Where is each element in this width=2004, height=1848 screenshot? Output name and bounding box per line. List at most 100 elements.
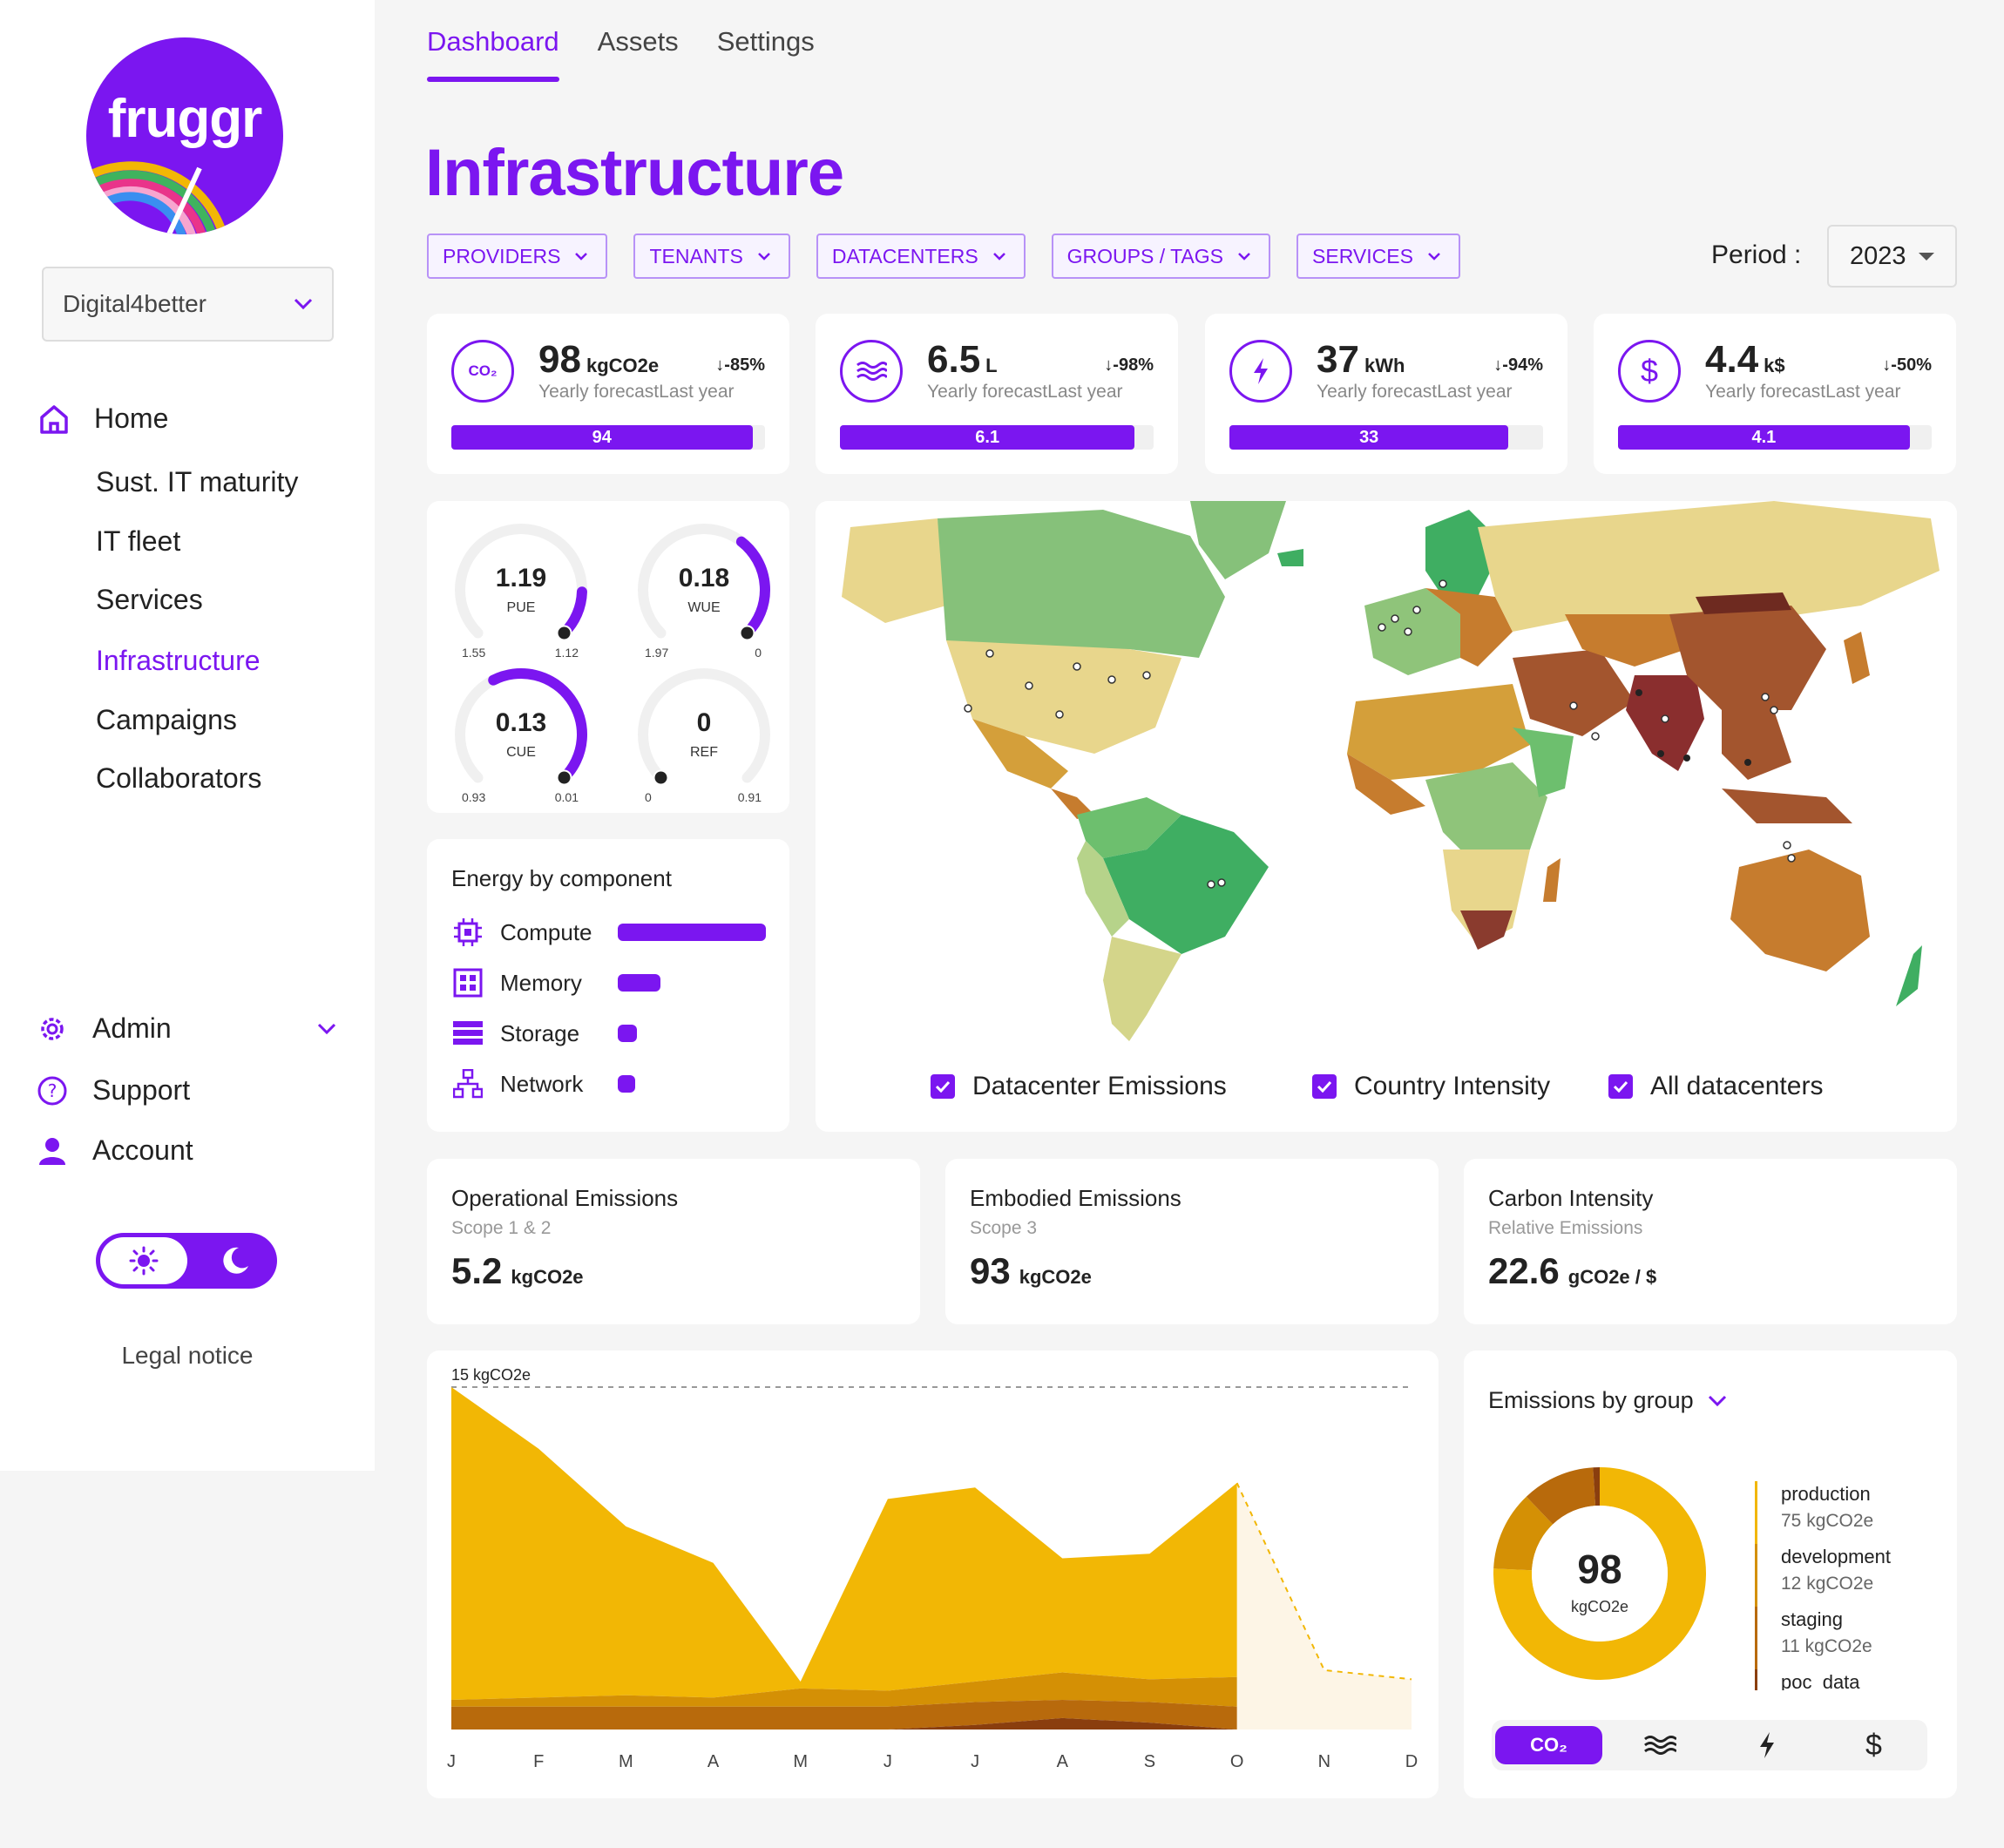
- filter-datacenters[interactable]: DATACENTERS: [816, 234, 1026, 279]
- nav-admin[interactable]: Admin: [41, 1012, 336, 1045]
- gauge-value: 1.19: [495, 564, 547, 592]
- nav-sust-it-maturity[interactable]: Sust. IT maturity: [96, 466, 298, 498]
- network-icon: [451, 1067, 484, 1100]
- legend-datacenter-emissions[interactable]: Datacenter Emissions: [931, 1072, 1227, 1101]
- period-select[interactable]: 2023: [1827, 225, 1957, 288]
- group-legend-item[interactable]: staging 11 kgCO2e: [1755, 1607, 1946, 1669]
- x-tick-label: A: [707, 1752, 720, 1771]
- emissions-by-group-card: Emissions by group 98 kgCO2e production 7…: [1464, 1350, 1957, 1798]
- page-title: Infrastructure: [425, 136, 844, 210]
- filter-providers[interactable]: PROVIDERS: [427, 234, 608, 279]
- group-color-bar: [1755, 1607, 1757, 1669]
- gauge-marker: [556, 625, 572, 641]
- nav-it-fleet[interactable]: IT fleet: [96, 525, 180, 558]
- kpi-value-number: 4.4: [1705, 338, 1759, 381]
- kpi-progress-bar: 4.1: [1618, 425, 1932, 450]
- arrow-down-icon: ↓: [1882, 355, 1892, 375]
- fruggr-logo[interactable]: fruggr: [86, 37, 283, 234]
- theme-toggle[interactable]: [96, 1233, 277, 1289]
- emissions-by-group-selector[interactable]: Emissions by group: [1488, 1387, 1727, 1414]
- chevron-down-icon[interactable]: [317, 1023, 336, 1035]
- filter-groups-tags[interactable]: GROUPS / TAGS: [1051, 234, 1271, 279]
- filter-services-label: SERVICES: [1312, 244, 1413, 267]
- legend-country-intensity[interactable]: Country Intensity: [1312, 1072, 1550, 1101]
- card-title: Operational Emissions: [451, 1185, 679, 1211]
- arrow-down-icon: ↓: [1493, 355, 1503, 375]
- filter-tenants[interactable]: TENANTS: [633, 234, 790, 279]
- world-map[interactable]: [816, 501, 1957, 1041]
- card-value: 22.6 gCO2e / $: [1488, 1250, 1656, 1292]
- gauge-cue: 0.13 CUE 0.93 0.01: [451, 665, 591, 804]
- nav-campaigns[interactable]: Campaigns: [96, 704, 237, 736]
- sidebar: fruggr Digital4better Home Sust. IT matu…: [0, 0, 375, 1471]
- emission-marker: [1635, 689, 1642, 696]
- metric-energy-button[interactable]: [1713, 1720, 1820, 1770]
- checkbox-checked-icon[interactable]: [1608, 1074, 1633, 1099]
- component-label: Network: [500, 1070, 584, 1097]
- gauge-min: 0: [645, 790, 652, 804]
- kpi-last-year-label: Last year: [659, 382, 735, 402]
- gauge-name: WUE: [687, 600, 721, 615]
- metric-co2-button[interactable]: CO₂: [1495, 1726, 1602, 1764]
- nav-infrastructure[interactable]: Infrastructure: [96, 645, 261, 677]
- kpi-unit: L: [985, 355, 998, 376]
- kpi-progress-fill: 94: [451, 425, 753, 450]
- nav-support[interactable]: ? Support: [37, 1074, 191, 1107]
- datacenter-marker: [1591, 732, 1600, 741]
- energy-icon: [1759, 1732, 1774, 1758]
- group-value: 75 kgCO2e: [1781, 1511, 1874, 1531]
- map-region-japan: [1844, 632, 1870, 684]
- map-region-colombia-venezuela: [1077, 797, 1181, 858]
- gauge-max: 0: [755, 646, 762, 660]
- gauge-arc: [455, 524, 587, 641]
- kpi-progress-fill: 6.1: [840, 425, 1135, 450]
- nav-account[interactable]: Account: [39, 1134, 193, 1167]
- arrow-down-icon: ↓: [1104, 355, 1114, 375]
- moon-icon[interactable]: [220, 1245, 251, 1276]
- tab-dashboard[interactable]: Dashboard: [427, 26, 559, 82]
- emission-markers: [1635, 689, 1751, 766]
- kpi-progress-fill: 4.1: [1618, 425, 1910, 450]
- metric-cost-button[interactable]: $: [1820, 1720, 1927, 1770]
- metric-water-button[interactable]: [1606, 1720, 1713, 1770]
- kpi-forecast-label: Yearly forecast: [1705, 382, 1826, 402]
- energy-icon: [1229, 340, 1292, 403]
- group-color-bar: [1755, 1481, 1757, 1544]
- efficiency-gauges-card: 1.19 PUE 1.55 1.12 0.18 WUE 1.97 0 0.13 …: [427, 501, 789, 813]
- nav-services[interactable]: Services: [96, 584, 203, 616]
- emissions-donut[interactable]: 98 kgCO2e: [1493, 1467, 1706, 1680]
- legend-all-datacenters[interactable]: All datacenters: [1608, 1072, 1823, 1101]
- tab-assets[interactable]: Assets: [597, 26, 679, 57]
- monthly-emissions-chart[interactable]: 15 kgCO2e J F M A M J J A S O N D: [427, 1350, 1439, 1798]
- organization-select[interactable]: Digital4better: [42, 267, 334, 342]
- area-series-0: [451, 1717, 1237, 1730]
- group-legend-item[interactable]: development 12 kgCO2e: [1755, 1544, 1946, 1607]
- user-icon: [35, 1134, 70, 1168]
- carbon-intensity-card: Carbon Intensity Relative Emissions 22.6…: [1464, 1159, 1957, 1324]
- map-region-east-africa: [1513, 728, 1574, 797]
- light-mode-option[interactable]: [100, 1237, 187, 1284]
- dollar-icon: $: [1865, 1728, 1882, 1762]
- checkbox-checked-icon[interactable]: [1312, 1074, 1337, 1099]
- x-tick-label: N: [1318, 1752, 1330, 1771]
- nav-collaborators[interactable]: Collaborators: [96, 762, 261, 795]
- card-subtitle: Scope 1 & 2: [451, 1218, 552, 1238]
- area-series-2: [451, 1672, 1237, 1707]
- area-series-1: [451, 1699, 1237, 1730]
- component-bar: [618, 924, 766, 941]
- tab-settings[interactable]: Settings: [716, 26, 815, 57]
- legal-notice-link[interactable]: Legal notice: [121, 1342, 254, 1369]
- svg-text:?: ?: [48, 1080, 58, 1101]
- x-tick-label: D: [1405, 1752, 1418, 1771]
- checkbox-checked-icon[interactable]: [931, 1074, 955, 1099]
- nav-support-label: Support: [92, 1074, 191, 1106]
- kpi-last-year-label: Last year: [1437, 382, 1513, 402]
- chart-ymax-label: 15 kgCO2e: [451, 1366, 531, 1384]
- group-legend-item[interactable]: production 75 kgCO2e: [1755, 1481, 1946, 1544]
- group-legend-item[interactable]: poc_data: [1755, 1669, 1946, 1690]
- gauge-min: 0.93: [462, 790, 486, 804]
- gauge-name: REF: [690, 745, 718, 760]
- nav-home[interactable]: Home: [40, 403, 168, 435]
- kpi-value: 37 kWh: [1317, 338, 1405, 382]
- filter-services[interactable]: SERVICES: [1297, 234, 1460, 279]
